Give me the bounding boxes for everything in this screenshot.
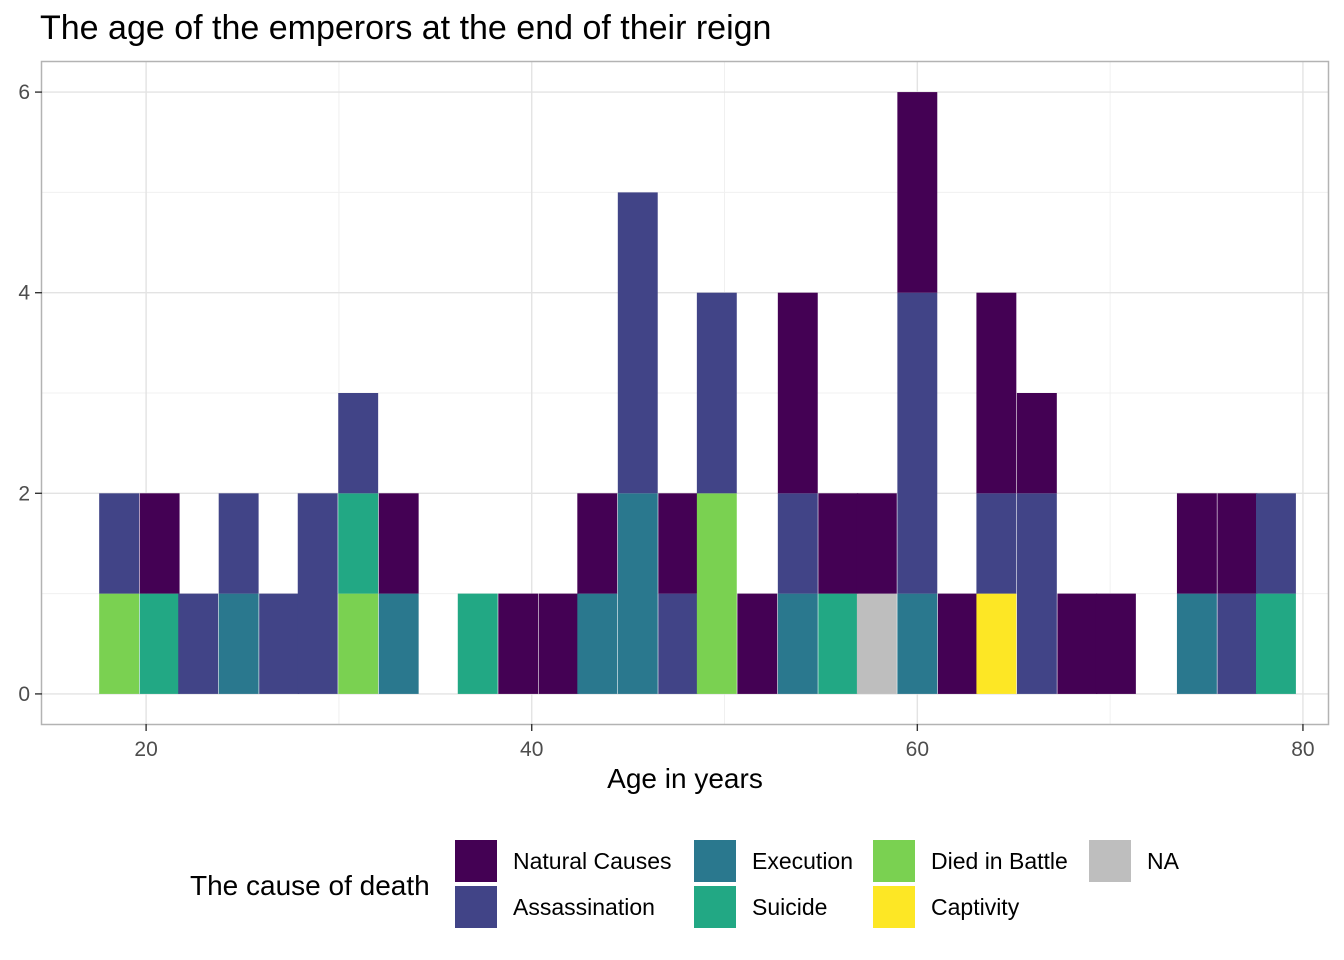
bar-segment-execution [777,593,818,694]
legend-label: Died in Battle [931,848,1068,874]
bar-segment-died-in-battle [99,593,140,694]
bar-segment-natural-causes [1057,593,1098,694]
x-tick-label: 40 [520,738,543,761]
legend-label: Assassination [513,894,655,920]
bar-segment-natural-causes [818,493,859,594]
legend-key-natural-causes [455,840,497,882]
x-tick-label: 20 [134,738,157,761]
x-tick-label: 60 [906,738,929,761]
bars [99,92,1296,694]
legend-key-assassination [455,886,497,928]
chart-title: The age of the emperors at the end of th… [40,9,771,47]
bar-segment-suicide [338,493,379,594]
bar-segment-natural-causes [897,92,938,293]
bar-segment-natural-causes [498,593,539,694]
legend-label: Captivity [931,894,1020,920]
bar-segment-natural-causes [1176,493,1217,594]
y-axis-ticks: 0 2 4 6 [18,81,42,706]
bar-segment-natural-causes [1095,593,1136,694]
bar-segment-natural-causes [538,593,579,694]
legend-key-captivity [873,886,915,928]
bar-segment-na [856,593,897,694]
legend-label: Natural Causes [513,848,672,874]
legend-label: Execution [752,848,853,874]
bar-segment-died-in-battle [696,493,737,694]
bar-segment-execution [218,593,259,694]
bar-segment-suicide [139,593,180,694]
bar-segment-natural-causes [658,493,699,594]
bar-segment-execution [897,593,938,694]
bar-segment-assassination [338,393,379,494]
legend-label: NA [1147,848,1180,874]
legend-title: The cause of death [190,870,430,901]
bar-segment-natural-causes [976,292,1017,494]
panel-border [40,60,1330,726]
bar-segment-suicide [457,593,498,694]
x-axis-ticks: 20 40 60 80 [134,724,1315,761]
bar-segment-assassination [1016,493,1057,694]
y-tick-label: 0 [18,683,30,706]
bar-segment-natural-causes [1217,493,1258,594]
bar-segment-natural-causes [139,493,180,594]
y-tick-label: 2 [18,482,30,505]
bar-segment-assassination [617,192,658,494]
legend-key-suicide [694,886,736,928]
bar-segment-assassination [1217,593,1258,694]
legend-key-execution [694,840,736,882]
bar-segment-assassination [897,292,938,594]
bar-segment-execution [617,493,658,694]
y-tick-label: 6 [18,81,30,104]
bar-segment-assassination [976,493,1017,594]
bar-segment-assassination [658,593,699,694]
bar-segment-natural-causes [856,493,897,594]
bar-segment-suicide [1255,593,1296,694]
bar-segment-natural-causes [937,593,978,694]
bar-segment-assassination [777,493,818,594]
bar-segment-natural-causes [737,593,778,694]
x-tick-label: 80 [1291,738,1314,761]
bar-segment-assassination [218,493,259,594]
y-tick-label: 4 [18,282,30,305]
bar-segment-assassination [259,593,300,694]
bar-segment-died-in-battle [338,593,379,694]
x-axis-title: Age in years [607,763,763,794]
bar-segment-suicide [818,593,859,694]
bar-segment-assassination [1255,493,1296,594]
bar-segment-assassination [99,493,140,594]
bar-segment-natural-causes [1016,393,1057,494]
bar-segment-assassination [297,493,338,694]
bar-segment-execution [378,593,419,694]
bar-segment-natural-causes [378,493,419,594]
bar-segment-captivity [976,593,1017,694]
legend-label: Suicide [752,894,827,920]
bar-segment-execution [577,593,618,694]
bar-segment-natural-causes [577,493,618,594]
legend: The cause of death Natural Causes Assassi… [190,840,1180,928]
legend-key-died-in-battle [873,840,915,882]
legend-key-na [1089,840,1131,882]
bar-segment-assassination [696,292,737,494]
bar-segment-execution [1176,593,1217,694]
bar-segment-assassination [178,593,219,694]
bar-segment-natural-causes [777,292,818,494]
